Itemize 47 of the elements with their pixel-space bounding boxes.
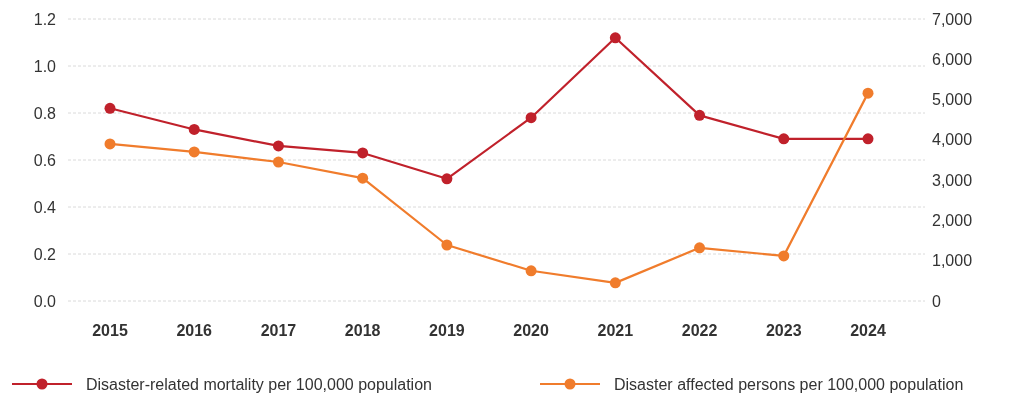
point <box>778 250 790 262</box>
x-tick-label: 2018 <box>344 322 381 339</box>
point <box>609 32 621 44</box>
x-tick-label: 2022 <box>681 322 718 339</box>
x-tick-label: 2015 <box>92 322 128 339</box>
y-tick-label: 1.2 <box>33 10 57 28</box>
x-tick-label: 2016 <box>176 322 213 339</box>
x-tick-label: 2021 <box>597 322 634 339</box>
point <box>104 102 116 114</box>
y-tick-label: 0.0 <box>33 292 57 310</box>
point <box>272 140 284 152</box>
y2-tick-label: 6,000 <box>932 50 973 68</box>
y-tick-label: 0.4 <box>33 198 57 216</box>
y2-tick-label: 0 <box>932 292 941 310</box>
x-tick-label: 2023 <box>765 322 802 339</box>
y-tick-label: 0.2 <box>33 245 57 263</box>
y2-tick-label: 2,000 <box>932 212 973 230</box>
y-tick-label: 0.6 <box>33 151 57 169</box>
y-tick-label: 0.8 <box>33 104 57 122</box>
point <box>862 87 874 99</box>
x-tick-label: 2020 <box>513 322 550 339</box>
legend-label: Disaster affected persons per 100,000 population <box>614 375 964 393</box>
point <box>357 147 369 159</box>
point <box>525 112 537 124</box>
legend-label: Disaster-related mortality per 100,000 population <box>86 375 432 393</box>
point <box>272 156 284 168</box>
point <box>609 277 621 289</box>
point <box>778 133 790 145</box>
point <box>441 173 453 185</box>
point <box>694 109 706 121</box>
y-tick-label: 1.0 <box>33 57 57 75</box>
point <box>188 123 200 135</box>
point <box>441 239 453 251</box>
x-tick-label: 2019 <box>429 322 465 339</box>
x-tick-label: 2024 <box>850 322 886 339</box>
y2-tick-label: 1,000 <box>932 252 973 270</box>
y2-tick-label: 4,000 <box>932 131 973 149</box>
y2-tick-label: 5,000 <box>932 91 973 109</box>
point <box>188 146 200 158</box>
point <box>694 242 706 254</box>
point <box>862 133 874 145</box>
point <box>525 265 537 277</box>
point <box>357 172 369 184</box>
x-tick-label: 2017 <box>260 322 297 339</box>
y2-tick-label: 3,000 <box>932 171 973 189</box>
point <box>104 138 116 150</box>
y2-tick-label: 7,000 <box>932 10 973 28</box>
